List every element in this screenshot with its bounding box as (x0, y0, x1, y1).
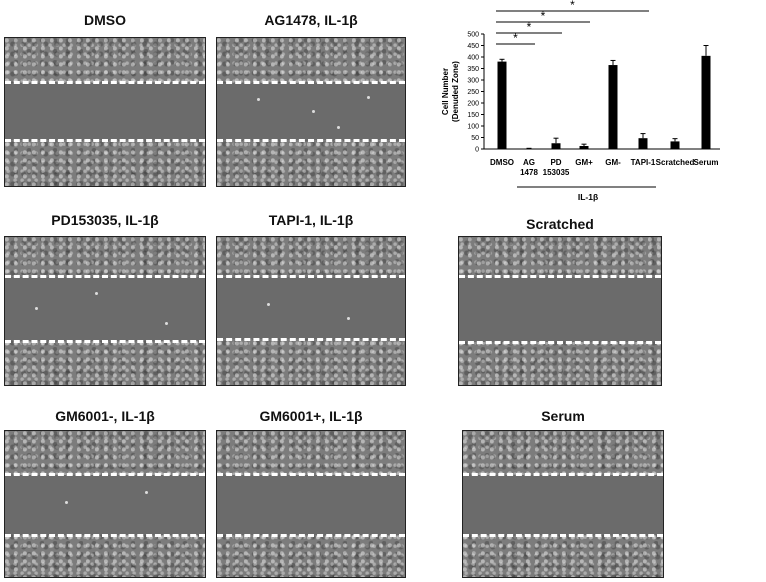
panel-title-tapi1: TAPI-1, IL-1β (268, 212, 354, 228)
bar (497, 61, 507, 149)
y-tick-label: 500 (467, 32, 479, 39)
panel-title-dmso: DMSO (84, 12, 126, 28)
significance-star: * (527, 20, 532, 34)
cell-number-bar-chart: 0 50 100 150 200 250 300 350 400 450 500 Cell Numbe… (441, 0, 720, 202)
wound-edge-bottom (459, 341, 661, 344)
y-tick-label: 0 (475, 147, 479, 154)
significance-star: * (570, 0, 575, 12)
micrograph-tapi1 (216, 236, 406, 386)
wound-edge-bottom (5, 340, 205, 343)
wound-edge-bottom (217, 338, 405, 341)
wound-edge-top (459, 275, 661, 278)
wound-edge-bottom (217, 534, 405, 537)
y-tick-label: 300 (467, 78, 479, 85)
bar (579, 146, 589, 149)
micrograph-ag1478 (216, 37, 406, 187)
x-tick-label: TAPI-1 (631, 158, 656, 167)
bar (670, 141, 680, 149)
micrograph-serum (462, 430, 664, 578)
bar (701, 55, 711, 149)
wound-edge-top (463, 473, 663, 476)
panel-title-ag1478: AG1478, IL-1β (264, 12, 358, 28)
significance-star: * (513, 31, 518, 45)
bar (551, 143, 561, 149)
micrograph-scratched (458, 236, 662, 386)
y-axis-label: Cell Number (441, 68, 450, 115)
x-tick-label: PD (550, 158, 561, 167)
panel-title-pd153035: PD153035, IL-1β (51, 212, 159, 228)
micrograph-pd153035 (4, 236, 206, 386)
bar (608, 65, 618, 149)
wound-edge-top (5, 81, 205, 84)
wound-edge-top (217, 473, 405, 476)
significance-star: * (541, 9, 546, 23)
micrograph-dmso (4, 37, 206, 187)
x-tick-label: AG (523, 158, 535, 167)
micrograph-gm6001-minus (4, 430, 206, 578)
x-tick-label: 153035 (543, 168, 570, 177)
micrograph-gm6001-plus (216, 430, 406, 578)
wound-edge-top (5, 275, 205, 278)
x-tick-label: 1478 (520, 168, 538, 177)
x-tick-label: GM- (605, 158, 621, 167)
wound-edge-bottom (217, 139, 405, 142)
y-tick-label: 50 (471, 135, 479, 142)
y-tick-label: 100 (467, 124, 479, 131)
panel-title-gm6001-plus: GM6001+, IL-1β (259, 408, 363, 424)
panel-title-scratched: Scratched (526, 216, 594, 232)
wound-edge-bottom (5, 534, 205, 537)
group-label: IL-1β (578, 192, 598, 202)
bar (524, 148, 534, 150)
wound-edge-top (5, 473, 205, 476)
x-tick-label: Scratched (656, 158, 695, 167)
panel-title-gm6001-minus: GM6001-, IL-1β (55, 408, 155, 424)
wound-edge-bottom (5, 139, 205, 142)
y-axis-label: (Denuded Zone) (451, 61, 460, 122)
x-tick-label: DMSO (490, 158, 514, 167)
x-tick-label: Serum (694, 158, 719, 167)
x-tick-label: GM+ (575, 158, 593, 167)
y-tick-label: 200 (467, 101, 479, 108)
y-tick-label: 150 (467, 112, 479, 119)
wound-edge-top (217, 81, 405, 84)
y-tick-label: 350 (467, 66, 479, 73)
y-tick-label: 250 (467, 89, 479, 96)
panel-title-serum: Serum (541, 408, 585, 424)
y-tick-label: 450 (467, 43, 479, 50)
bar (638, 138, 648, 149)
y-tick-label: 400 (467, 55, 479, 62)
wound-edge-top (217, 275, 405, 278)
wound-edge-bottom (463, 534, 663, 537)
